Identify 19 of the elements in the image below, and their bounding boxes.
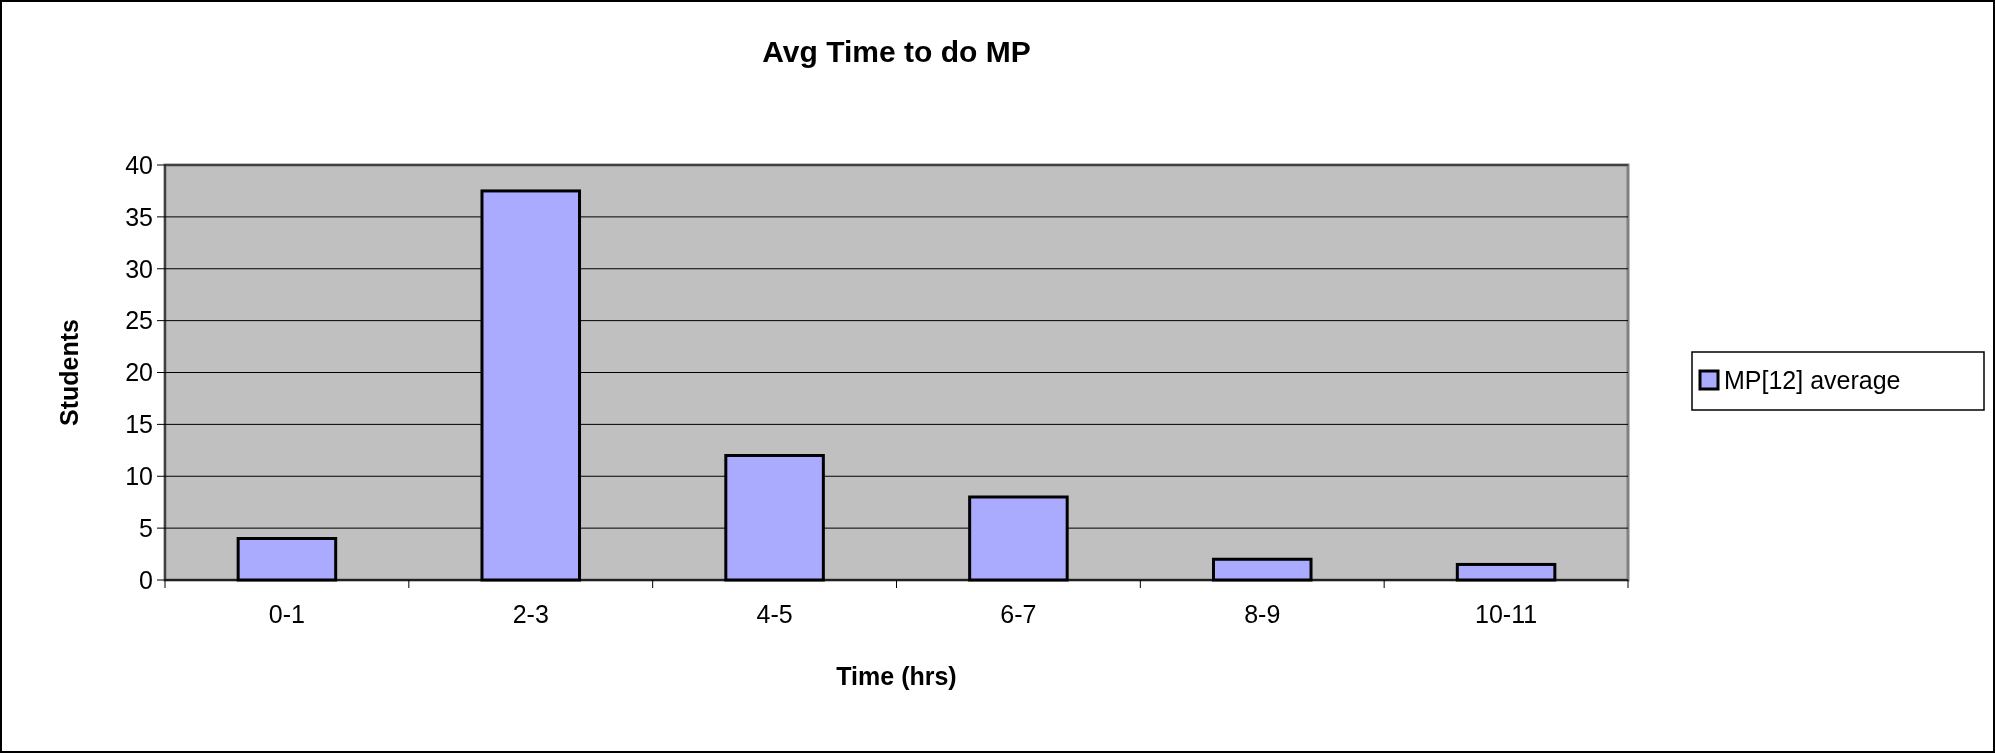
x-axis-title: Time (hrs) bbox=[836, 662, 957, 690]
x-tick-label: 6-7 bbox=[1000, 600, 1037, 628]
chart-title: Avg Time to do MP bbox=[762, 35, 1031, 68]
x-tick-label: 2-3 bbox=[512, 600, 549, 628]
y-tick-label: 20 bbox=[125, 358, 153, 387]
x-tick-label: 10-11 bbox=[1475, 600, 1538, 628]
y-axis-title: Students bbox=[55, 319, 83, 426]
x-tick-label: 0-1 bbox=[268, 600, 305, 628]
legend-label: MP[12] average bbox=[1724, 366, 1901, 394]
y-tick-label: 10 bbox=[125, 462, 153, 490]
y-tick-label: 35 bbox=[125, 202, 153, 231]
y-tick-label: 40 bbox=[125, 150, 153, 179]
y-tick-label: 30 bbox=[125, 254, 153, 283]
y-tick-label: 25 bbox=[125, 306, 153, 335]
y-tick-label: 0 bbox=[139, 565, 153, 594]
y-tick-label: 15 bbox=[125, 410, 153, 439]
x-tick-label: 4-5 bbox=[756, 600, 793, 628]
y-tick-label: 5 bbox=[139, 513, 153, 542]
x-tick-label: 8-9 bbox=[1244, 600, 1281, 628]
